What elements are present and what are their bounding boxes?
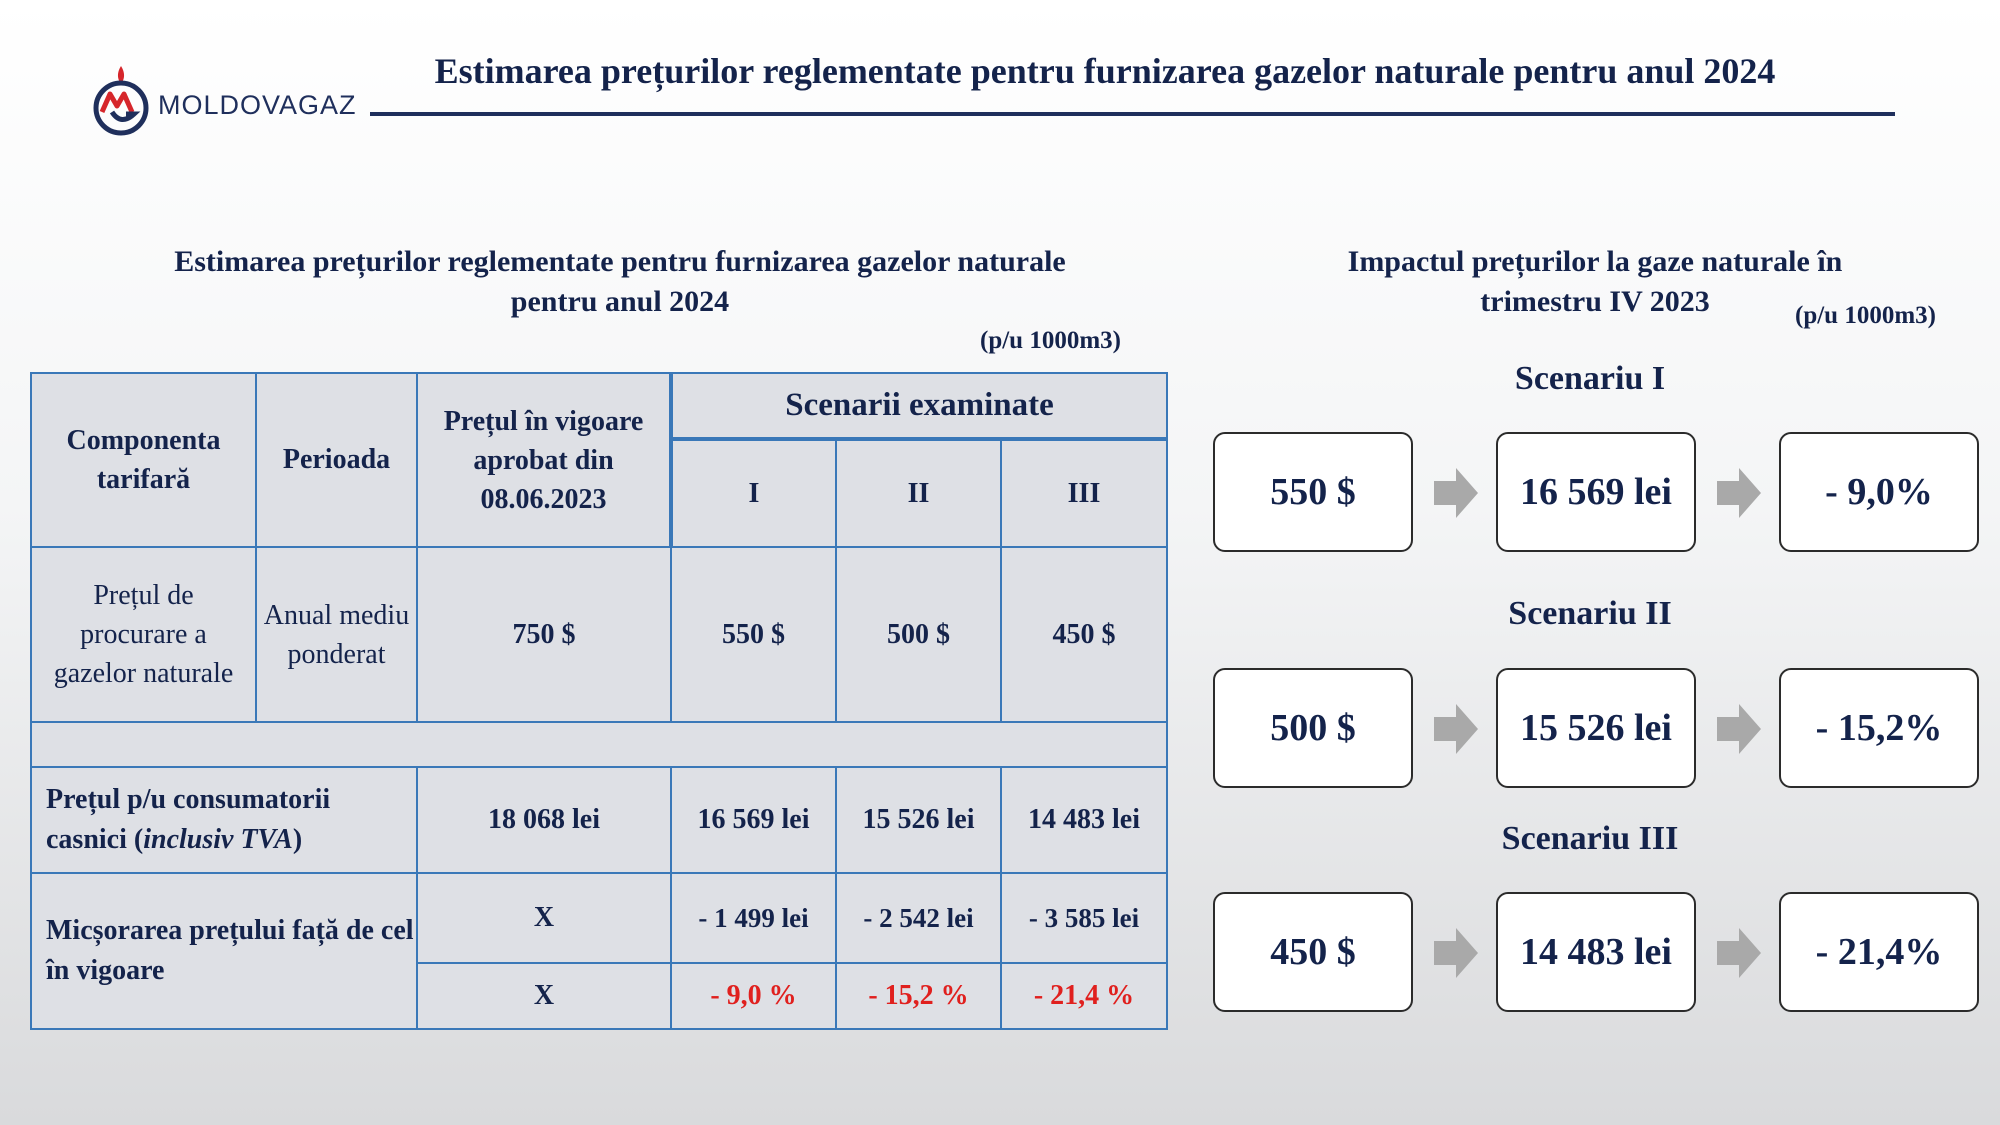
row3-label: Micșorarea prețului față de cel în vigoa… [30, 872, 418, 1030]
arrow-right-icon [1434, 468, 1478, 518]
header-scenarios: Scenarii examinate [669, 372, 1169, 441]
row3-scenario-1-pct: - 9,0 % [670, 962, 837, 1030]
scenario-2-label: Scenariu II [1508, 595, 1672, 632]
row1-scenario-1: 550 $ [670, 546, 837, 723]
price-table: Componenta tarifară Perioada Prețul în v… [29, 372, 1169, 1030]
header-scenario-1: I [670, 438, 837, 548]
row2-current-price: 18 068 lei [416, 766, 672, 874]
row3-scenario-2-lei: - 2 542 lei [835, 872, 1002, 964]
row2-scenario-2: 15 526 lei [835, 766, 1002, 874]
company-logo: MOLDOVAGAZ [90, 62, 370, 138]
impact-title-line2: trimestru IV 2023 [1480, 285, 1710, 318]
arrow-right-icon [1717, 468, 1761, 518]
row3-scenario-3-lei: - 3 585 lei [999, 872, 1169, 964]
header-scenario-3: III [999, 438, 1169, 548]
header-component: Componenta tarifară [30, 372, 257, 548]
row3-scenario-3-pct: - 21,4 % [999, 962, 1169, 1030]
arrow-right-icon [1717, 928, 1761, 978]
row3-scenario-1-lei: - 1 499 lei [670, 872, 837, 964]
scenario-3-change-box: - 21,4% [1779, 892, 1979, 1012]
row3-scenario-2-pct: - 15,2 % [835, 962, 1002, 1030]
row3-current-price-b: X [416, 962, 672, 1030]
row1-component: Prețul de procurare a gazelor naturale [30, 546, 257, 723]
impact-unit: (p/u 1000m3) [1795, 302, 1936, 329]
scenario-3-price-box: 450 $ [1213, 892, 1413, 1012]
row2-scenario-1: 16 569 lei [670, 766, 837, 874]
arrow-right-icon [1434, 928, 1478, 978]
table-title-line2: pentru anul 2024 [510, 285, 730, 318]
arrow-right-icon [1717, 704, 1761, 754]
row1-current-price: 750 $ [416, 546, 672, 723]
page-title: Estimarea prețurilor reglementate pentru… [434, 51, 1776, 91]
table-unit: (p/u 1000m3) [980, 327, 1121, 354]
impact-title-line1: Impactul prețurilor la gaze naturale în [1347, 245, 1843, 278]
scenario-2-change-box: - 15,2% [1779, 668, 1979, 788]
row1-scenario-2: 500 $ [835, 546, 1002, 723]
scenario-1-label: Scenariu I [1514, 360, 1666, 397]
row2-label-a: Prețul p/u consumatorii casnici ( [46, 784, 331, 855]
row2-label: Prețul p/u consumatorii casnici (inclusi… [30, 766, 418, 874]
logo-text: MOLDOVAGAZ [158, 89, 357, 120]
header-period: Perioada [255, 372, 418, 548]
row1-scenario-3: 450 $ [999, 546, 1169, 723]
scenario-3-lei-box: 14 483 lei [1496, 892, 1696, 1012]
table-title-line1: Estimarea prețurilor reglementate pentru… [174, 245, 1066, 278]
impact-title: Impactul prețurilor la gaze naturale în … [1250, 242, 1940, 322]
scenario-1-lei-box: 16 569 lei [1496, 432, 1696, 552]
scenario-1-change-box: - 9,0% [1779, 432, 1979, 552]
title-underline [370, 112, 1895, 116]
table-title: Estimarea prețurilor reglementate pentru… [100, 242, 1140, 322]
scenario-1-price-box: 550 $ [1213, 432, 1413, 552]
row2-label-italic: inclusiv TVA [143, 824, 293, 855]
row2-label-c: ) [292, 824, 303, 855]
row2-scenario-3: 14 483 lei [999, 766, 1169, 874]
header-scenario-2: II [835, 438, 1002, 548]
spacer-row [29, 721, 1169, 768]
scenario-2-lei-box: 15 526 lei [1496, 668, 1696, 788]
scenario-3-label: Scenariu III [1501, 820, 1679, 857]
moldovagaz-logo-icon [93, 66, 149, 136]
row1-period: Anual mediu ponderat [255, 546, 418, 723]
row3-current-price-a: X [416, 872, 672, 964]
scenario-2-price-box: 500 $ [1213, 668, 1413, 788]
header-current-price: Prețul în vigoare aprobat din 08.06.2023 [416, 372, 673, 548]
arrow-right-icon [1434, 704, 1478, 754]
